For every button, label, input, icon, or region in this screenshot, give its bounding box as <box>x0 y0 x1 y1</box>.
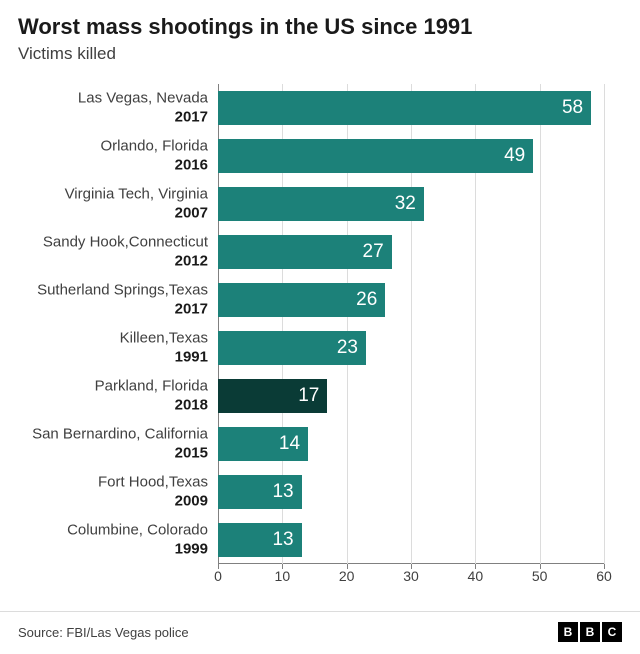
bar-row: Sandy Hook,Connecticut201227 <box>218 228 604 276</box>
bar-value-label: 14 <box>279 433 300 455</box>
x-tick-label: 30 <box>403 568 419 584</box>
row-location: Orlando, Florida <box>18 137 208 156</box>
bar-row: Sutherland Springs,Texas201726 <box>218 276 604 324</box>
bar-row: Fort Hood,Texas200913 <box>218 468 604 516</box>
bar-row: San Bernardino, California201514 <box>218 420 604 468</box>
row-location: Sutherland Springs,Texas <box>18 281 208 300</box>
row-label: Virginia Tech, Virginia2007 <box>18 185 218 223</box>
row-label: Fort Hood,Texas2009 <box>18 473 218 511</box>
bbc-logo: BBC <box>558 622 622 642</box>
row-location: Sandy Hook,Connecticut <box>18 233 208 252</box>
gridline <box>604 84 605 564</box>
row-location: Columbine, Colorado <box>18 521 208 540</box>
source-label: Source: FBI/Las Vegas police <box>18 625 189 640</box>
row-year: 2009 <box>18 492 208 511</box>
x-tick-label: 0 <box>214 568 222 584</box>
bar-value-label: 27 <box>363 241 384 263</box>
bar: 14 <box>218 427 308 461</box>
x-tick-label: 10 <box>275 568 291 584</box>
x-tick-label: 40 <box>468 568 484 584</box>
row-year: 2015 <box>18 444 208 463</box>
bar-row: Orlando, Florida201649 <box>218 132 604 180</box>
bar: 32 <box>218 187 424 221</box>
bar: 49 <box>218 139 533 173</box>
row-year: 2017 <box>18 300 208 319</box>
row-label: Las Vegas, Nevada2017 <box>18 89 218 127</box>
row-label: Sandy Hook,Connecticut2012 <box>18 233 218 271</box>
logo-letter: B <box>580 622 600 642</box>
row-location: Las Vegas, Nevada <box>18 89 208 108</box>
row-label: Parkland, Florida2018 <box>18 377 218 415</box>
bar-value-label: 26 <box>356 289 377 311</box>
x-tick-label: 20 <box>339 568 355 584</box>
row-location: Killeen,Texas <box>18 329 208 348</box>
row-label: Sutherland Springs,Texas2017 <box>18 281 218 319</box>
logo-letter: C <box>602 622 622 642</box>
chart-subtitle: Victims killed <box>18 44 622 64</box>
row-year: 2018 <box>18 396 208 415</box>
plot-region: Las Vegas, Nevada201758Orlando, Florida2… <box>218 84 604 564</box>
row-year: 1991 <box>18 348 208 367</box>
bar-value-label: 23 <box>337 337 358 359</box>
row-year: 2016 <box>18 156 208 175</box>
row-location: Virginia Tech, Virginia <box>18 185 208 204</box>
bar-row: Las Vegas, Nevada201758 <box>218 84 604 132</box>
logo-letter: B <box>558 622 578 642</box>
row-label: San Bernardino, California2015 <box>18 425 218 463</box>
bar-value-label: 32 <box>395 193 416 215</box>
bar-value-label: 49 <box>504 145 525 167</box>
x-tick-label: 60 <box>596 568 612 584</box>
row-location: Fort Hood,Texas <box>18 473 208 492</box>
bar: 26 <box>218 283 385 317</box>
row-year: 1999 <box>18 540 208 559</box>
bar: 23 <box>218 331 366 365</box>
bar-value-label: 13 <box>272 481 293 503</box>
bar-value-label: 13 <box>272 529 293 551</box>
row-label: Columbine, Colorado1999 <box>18 521 218 559</box>
row-location: San Bernardino, California <box>18 425 208 444</box>
chart-title: Worst mass shootings in the US since 199… <box>18 14 622 40</box>
row-label: Orlando, Florida2016 <box>18 137 218 175</box>
row-year: 2007 <box>18 204 208 223</box>
bar: 13 <box>218 523 302 557</box>
bar: 27 <box>218 235 392 269</box>
footer: Source: FBI/Las Vegas police BBC <box>0 611 640 654</box>
x-tick-label: 50 <box>532 568 548 584</box>
row-location: Parkland, Florida <box>18 377 208 396</box>
bar-row: Virginia Tech, Virginia200732 <box>218 180 604 228</box>
bar: 58 <box>218 91 591 125</box>
bar-value-label: 58 <box>562 97 583 119</box>
bar-row: Columbine, Colorado199913 <box>218 516 604 564</box>
row-year: 2012 <box>18 252 208 271</box>
bar: 17 <box>218 379 327 413</box>
chart-area: Las Vegas, Nevada201758Orlando, Florida2… <box>218 84 604 594</box>
row-label: Killeen,Texas1991 <box>18 329 218 367</box>
bar-value-label: 17 <box>298 385 319 407</box>
bar: 13 <box>218 475 302 509</box>
bar-row: Parkland, Florida201817 <box>218 372 604 420</box>
row-year: 2017 <box>18 108 208 127</box>
bar-row: Killeen,Texas199123 <box>218 324 604 372</box>
